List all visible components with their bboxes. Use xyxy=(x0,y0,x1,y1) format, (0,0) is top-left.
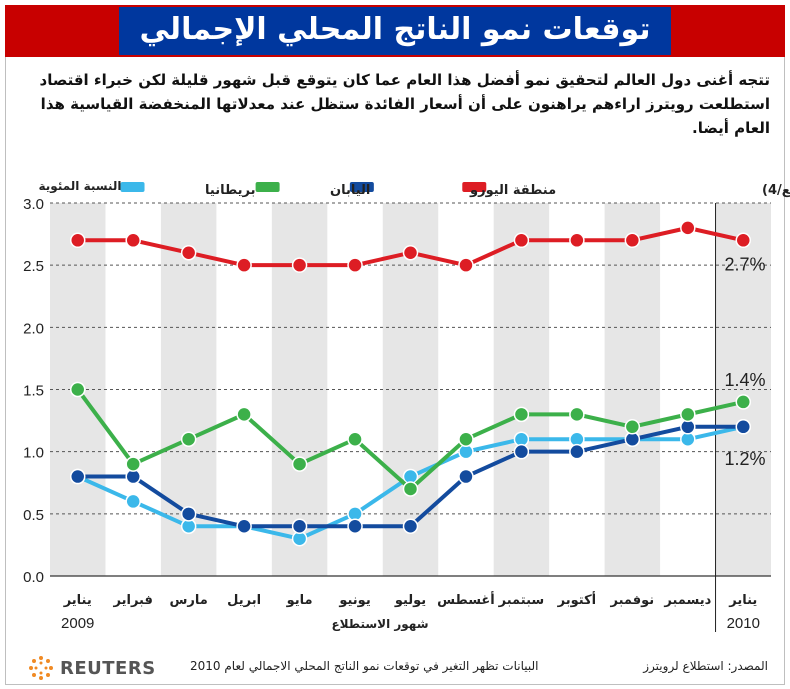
end-value-label: 1.2% xyxy=(724,449,765,469)
x-tick-label: فبراير xyxy=(113,593,153,608)
x-tick-label: يناير xyxy=(728,593,757,608)
subtitle: تتجه أغنى دول العالم لتحقيق نمو أفضل هذا… xyxy=(39,71,771,137)
y-axis-label: النسبة المئوية xyxy=(39,179,122,194)
data-point xyxy=(735,394,752,410)
data-point xyxy=(347,518,363,535)
data-point xyxy=(513,232,530,249)
data-point xyxy=(180,244,197,261)
y-tick-label: 0.0 xyxy=(23,569,44,586)
data-point xyxy=(569,232,585,249)
x-tick-label: ابريل xyxy=(227,593,261,608)
data-point xyxy=(291,456,308,472)
data-point xyxy=(347,257,363,273)
data-note: البيانات تظهر التغير في توقعات نمو النات… xyxy=(190,659,539,673)
data-point xyxy=(569,406,585,423)
data-point xyxy=(347,431,363,447)
data-point xyxy=(125,232,141,249)
year-label: 2009 xyxy=(61,615,94,632)
end-value-label: 1.4% xyxy=(724,370,765,390)
legend-swatch xyxy=(349,182,374,192)
data-point xyxy=(624,232,641,249)
data-point xyxy=(458,468,474,485)
source-note: المصدر: استطلاع لرويترز xyxy=(643,659,768,673)
y-tick-label: 1.0 xyxy=(23,445,44,462)
data-point xyxy=(291,518,308,535)
end-value-label: 2.7% xyxy=(724,254,765,274)
y-tick-label: 1.5 xyxy=(23,383,44,400)
data-point xyxy=(402,481,419,497)
data-point xyxy=(680,406,696,423)
x-tick-label: يونيو xyxy=(338,593,370,608)
legend-swatch xyxy=(255,182,280,192)
reuters-dots-icon xyxy=(29,656,53,680)
x-tick-label: أكتوبر xyxy=(557,591,596,608)
y-tick-label: 3.0 xyxy=(23,196,44,213)
data-point xyxy=(569,443,585,460)
data-point xyxy=(680,220,696,236)
legend-swatch xyxy=(462,182,487,192)
legend-label: الولايات المتحدة (الربع/4 مقارنة بالربع/… xyxy=(762,183,790,198)
data-point xyxy=(236,257,252,273)
page-title: توقعات نمو الناتج المحلي الإجمالي xyxy=(119,7,671,55)
data-point xyxy=(180,431,197,447)
data-point xyxy=(69,381,86,398)
data-point xyxy=(236,406,252,423)
x-tick-label: أغسطس xyxy=(437,591,495,608)
x-tick-label: مارس xyxy=(169,593,207,608)
legend-label: اليابان xyxy=(330,183,370,198)
data-point xyxy=(125,493,141,510)
x-tick-label: نوفمبر xyxy=(610,593,655,608)
data-point xyxy=(69,232,86,249)
x-tick-label: يوليو xyxy=(394,593,426,608)
y-tick-label: 2.5 xyxy=(23,258,44,275)
data-point xyxy=(458,431,474,447)
reuters-logo: REUTERS xyxy=(28,655,156,681)
x-tick-label: مايو xyxy=(286,593,313,608)
reuters-wordmark: REUTERS xyxy=(60,657,156,679)
data-point xyxy=(402,518,419,535)
legend-label: بريطانيا xyxy=(205,183,255,198)
title-bar: توقعات نمو الناتج المحلي الإجمالي xyxy=(5,5,785,57)
data-point xyxy=(513,406,530,423)
legend-swatch xyxy=(120,182,145,192)
data-point xyxy=(69,468,86,485)
data-point xyxy=(402,244,419,261)
data-point xyxy=(513,443,530,460)
x-tick-label: ديسمبر xyxy=(663,593,711,608)
x-tick-label: يناير xyxy=(63,593,92,608)
data-point xyxy=(236,518,252,535)
year-label: 2010 xyxy=(727,615,760,632)
data-point xyxy=(291,257,308,273)
y-tick-label: 2.0 xyxy=(23,320,44,337)
y-tick-label: 0.5 xyxy=(23,507,44,524)
data-point xyxy=(624,419,641,435)
data-point xyxy=(735,419,752,435)
data-point xyxy=(458,257,474,273)
x-axis-label: شهور الاستطلاع xyxy=(331,617,428,632)
data-point xyxy=(180,506,197,522)
data-point xyxy=(735,232,752,249)
legend-label: منطقة اليورو xyxy=(469,183,556,198)
x-tick-label: سبتمبر xyxy=(498,593,545,608)
data-point xyxy=(125,456,141,472)
